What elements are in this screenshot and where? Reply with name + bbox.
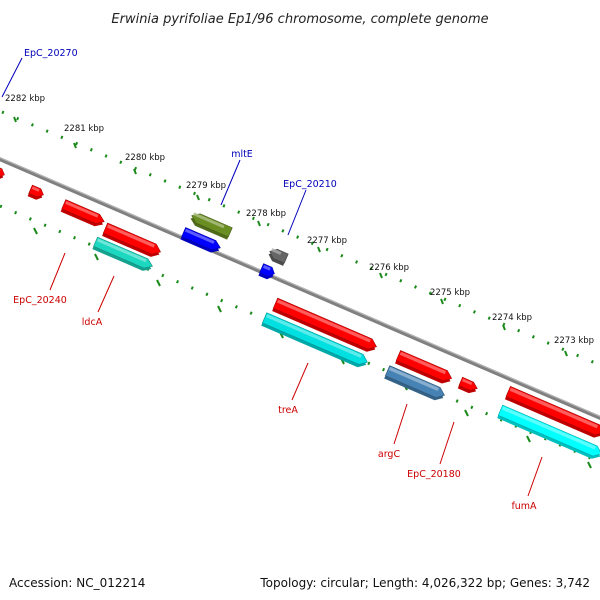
label-argc[interactable]: argC — [378, 449, 401, 460]
scale-major-tick — [217, 305, 222, 313]
label-trea-leader — [291, 362, 309, 401]
scale-major-tick — [502, 324, 506, 331]
label-epc-20240[interactable]: EpC_20240 — [13, 295, 67, 306]
scale-major-tick — [379, 272, 383, 279]
scale-label-2281-kbp: 2281 kbp — [64, 124, 104, 134]
scale-label-2273-kbp: 2273 kbp — [554, 336, 594, 346]
scale-label-2282-kbp: 2282 kbp — [5, 94, 45, 104]
scale-major-tick — [94, 253, 99, 261]
gene-aqua-fuma[interactable] — [497, 404, 600, 461]
gene-red-5[interactable] — [395, 350, 454, 386]
label-fuma[interactable]: fumA — [511, 501, 537, 512]
scale-major-tick — [196, 194, 200, 201]
gene-red-7[interactable] — [457, 376, 479, 395]
gene-blue-2[interactable] — [258, 263, 276, 281]
gene-blue-1[interactable] — [180, 227, 222, 255]
gene-red-1[interactable] — [0, 164, 6, 182]
scale-major-tick — [257, 220, 261, 227]
scale-label-2278-kbp: 2278 kbp — [246, 209, 286, 219]
scale-label-2274-kbp: 2274 kbp — [492, 313, 532, 323]
genome-backbone-highlight — [0, 157, 600, 417]
label-ldca-leader — [97, 275, 115, 313]
scale-major-tick — [564, 350, 568, 357]
genome-backbone — [0, 156, 600, 421]
scale-major-tick — [440, 298, 444, 305]
gene-red-3[interactable] — [60, 199, 107, 229]
label-ldca[interactable]: ldcA — [82, 317, 103, 328]
gene-features — [0, 164, 600, 461]
label-epc-20210-leader — [287, 189, 307, 236]
gene-gray-epc-20210[interactable] — [267, 247, 289, 266]
scale-label-2280-kbp: 2280 kbp — [125, 153, 165, 163]
scale-major-tick — [133, 168, 137, 175]
label-epc-20180-leader — [439, 421, 455, 465]
scale-major-tick — [13, 116, 17, 123]
gene-red-edge[interactable] — [504, 385, 600, 440]
map-title: Erwinia pyrifoliae Ep1/96 chromosome, co… — [111, 12, 488, 27]
gene-red-2[interactable] — [27, 184, 46, 202]
label-epc-20240-leader — [49, 252, 66, 291]
label-epc-20270-leader — [1, 57, 23, 98]
label-epc-20210[interactable]: EpC_20210 — [283, 179, 337, 190]
label-fuma-leader — [527, 456, 543, 497]
gene-red-4[interactable] — [272, 297, 379, 354]
label-mlte[interactable]: mltE — [231, 149, 253, 160]
gene-red-6[interactable] — [102, 222, 163, 260]
genome-summary: Topology: circular; Length: 4,026,322 bp… — [259, 576, 590, 590]
gene-steel-argc[interactable] — [384, 365, 446, 403]
scale-major-tick — [317, 246, 321, 253]
scale-major-tick — [464, 409, 469, 417]
scale-label-2277-kbp: 2277 kbp — [307, 236, 347, 246]
label-epc-20270[interactable]: EpC_20270 — [24, 48, 78, 59]
scale-major-tick — [156, 279, 161, 287]
label-argc-leader — [393, 403, 408, 445]
scale-major-tick — [33, 227, 38, 235]
scale-major-tick — [587, 461, 592, 469]
gene-olive-mlte[interactable] — [189, 211, 233, 240]
accession-text: Accession: NC_012214 — [9, 576, 145, 590]
label-epc-20180[interactable]: EpC_20180 — [407, 469, 461, 480]
scale-major-tick — [526, 435, 531, 443]
scale-ticks: 2282 kbp 2281 kbp 2280 kbp 2279 kbp 2278 kbp… — [0, 94, 600, 469]
gene-cyan-trea[interactable] — [261, 312, 369, 370]
scale-major-tick — [73, 142, 77, 149]
label-trea[interactable]: treA — [278, 405, 298, 416]
scale-label-2275-kbp: 2275 kbp — [430, 288, 470, 298]
label-mlte-leader — [220, 159, 241, 206]
gene-labels: EpC_20270 mltE EpC_20210 EpC_20240 ldcA treA a… — [1, 48, 543, 512]
scale-label-2276-kbp: 2276 kbp — [369, 263, 409, 273]
scale-label-2279-kbp: 2279 kbp — [186, 181, 226, 191]
gene-teal-ldca[interactable] — [92, 236, 154, 273]
